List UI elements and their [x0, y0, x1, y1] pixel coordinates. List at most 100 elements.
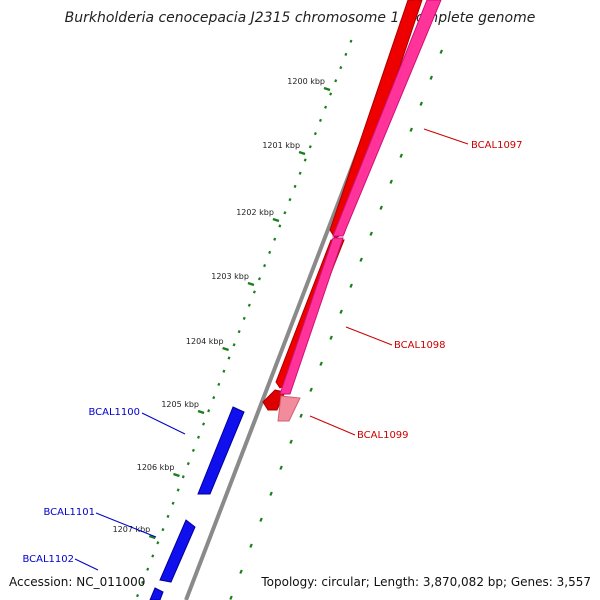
ruler-tick-label: 1203 kbp	[211, 272, 249, 281]
gene-bcal1097-feature-bar[interactable]	[332, 0, 442, 237]
ruler-minor-tick	[146, 567, 150, 571]
feature-track-reverse	[149, 406, 245, 600]
ruler-minor-tick	[257, 277, 261, 281]
ruler-outer-tick	[249, 543, 253, 548]
ruler-major-tick	[222, 346, 229, 352]
ruler-minor-tick	[191, 448, 195, 453]
ruler-outer-tick	[279, 465, 283, 470]
ruler-minor-tick	[273, 237, 277, 241]
ruler-major-tick	[197, 409, 205, 415]
ruler-minor-tick	[334, 79, 338, 83]
ruler-tick-label: 1207 kbp	[113, 525, 151, 534]
ruler-minor-tick	[202, 422, 206, 426]
ruler-tick-label: 1202 kbp	[236, 208, 274, 217]
ruler-minor-tick	[293, 184, 297, 189]
ruler-outer-tick	[329, 335, 333, 340]
ruler-minor-tick	[247, 303, 251, 307]
gene-bcal1101-cds-arrow[interactable]	[159, 519, 196, 583]
leader-line-bcal1099	[309, 415, 356, 436]
ruler-minor-tick	[237, 329, 241, 334]
accession-text: Accession: NC_011000	[9, 575, 146, 589]
ruler-minor-tick	[217, 382, 221, 387]
ruler-tick-label: 1204 kbp	[186, 337, 224, 346]
ruler-tick-label: 1201 kbp	[262, 141, 300, 150]
ruler-minor-tick	[156, 541, 160, 545]
ruler-outer-tick	[429, 75, 434, 80]
topology-text: Topology: circular; Length: 3,870,082 bp…	[261, 575, 591, 589]
ruler-minor-tick	[298, 171, 302, 175]
ruler-outer-tick	[229, 595, 233, 600]
gene-label-bcal1099[interactable]: BCAL1099	[357, 430, 409, 441]
ruler-minor-tick	[161, 527, 165, 532]
feature-track-forward	[262, 0, 442, 422]
ruler-minor-tick	[288, 197, 292, 202]
ruler-outer-tick	[359, 257, 363, 262]
ruler-minor-tick	[252, 290, 256, 294]
ruler-major-tick	[323, 86, 331, 92]
ruler-outer-tick	[309, 387, 313, 392]
ruler-minor-tick	[324, 105, 328, 109]
ruler-minor-tick	[313, 131, 317, 136]
ruler-major-tick	[247, 281, 255, 287]
ruler-tick-label: 1200 kbp	[287, 77, 325, 86]
ruler-outer-tick	[269, 491, 273, 496]
ruler-minor-tick	[151, 554, 155, 558]
ruler-major-tick	[148, 534, 156, 540]
leader-line-bcal1102	[74, 558, 99, 571]
ruler-minor-tick	[339, 65, 343, 70]
gene-bcal1100-cds-arrow[interactable]	[197, 406, 245, 495]
gene-label-bcal1102[interactable]: BCAL1102	[22, 554, 74, 565]
ruler-tick-label: 1205 kbp	[161, 400, 199, 409]
leader-line-bcal1100	[141, 412, 186, 435]
gene-label-bcal1098[interactable]: BCAL1098	[394, 340, 446, 351]
ruler-outer-tick	[339, 309, 343, 314]
gene-bcal1097-cds-arrow[interactable]	[329, 0, 423, 239]
ruler-minor-tick	[222, 369, 226, 373]
ruler-minor-tick	[329, 92, 333, 96]
leader-line-bcal1101	[95, 512, 157, 538]
tick-labels: 1200 kbp 1201 kbp 1202 kbp 1203 kbp 1204 kbp…	[113, 77, 325, 534]
gene-bcal1102-cds-arrow[interactable]	[149, 587, 164, 600]
ruler-minor-tick	[136, 593, 140, 598]
ruler-minor-tick	[196, 435, 201, 439]
ruler-minor-tick	[263, 263, 267, 268]
leader-line-bcal1098	[345, 326, 393, 346]
ruler-minor-tick	[232, 343, 236, 347]
gene-bcal1098-feature-bar[interactable]	[279, 237, 344, 395]
ruler-minor-tick	[181, 475, 185, 479]
ruler-minor-tick	[278, 224, 282, 228]
gene-label-bcal1101[interactable]: BCAL1101	[43, 507, 95, 518]
ruler-minor-tick	[349, 39, 353, 43]
gene-label-bcal1097[interactable]: BCAL1097	[471, 140, 523, 151]
ruler-minor-tick	[212, 395, 216, 400]
ruler-minor-tick	[318, 118, 322, 123]
ruler-minor-tick	[176, 488, 180, 492]
ruler-outer-tick	[299, 413, 303, 418]
ruler-outer-tick	[409, 127, 413, 132]
ruler-minor-tick	[283, 211, 287, 215]
ruler-minor-tick	[303, 158, 307, 162]
gene-label-bcal1100[interactable]: BCAL1100	[88, 407, 140, 418]
ruler-minor-tick	[171, 501, 175, 505]
ruler-minor-tick	[227, 356, 231, 360]
gene-labels: BCAL1097 BCAL1098 BCAL1099 BCAL1100 BCAL…	[22, 140, 522, 565]
ruler-outer-tick	[389, 179, 393, 184]
ruler-major-tick	[173, 472, 180, 478]
ruler-outer-tick	[399, 153, 403, 158]
ruler-minor-tick	[186, 461, 190, 466]
ruler-tick-label: 1206 kbp	[137, 463, 175, 472]
ruler-outer-tick	[439, 49, 444, 54]
ruler-minor-tick	[166, 514, 170, 519]
ruler-outer-tick	[239, 569, 243, 574]
tick-marks	[136, 39, 444, 600]
ruler-minor-tick	[242, 316, 246, 321]
ruler-outer-tick	[419, 101, 423, 106]
gene-leader-lines	[74, 128, 469, 571]
gene-bcal1099-feature-bar[interactable]	[277, 395, 301, 422]
ruler-minor-tick	[207, 409, 211, 413]
ruler-minor-tick	[141, 580, 145, 585]
ruler-outer-tick	[379, 205, 383, 210]
ruler-outer-tick	[369, 231, 373, 236]
